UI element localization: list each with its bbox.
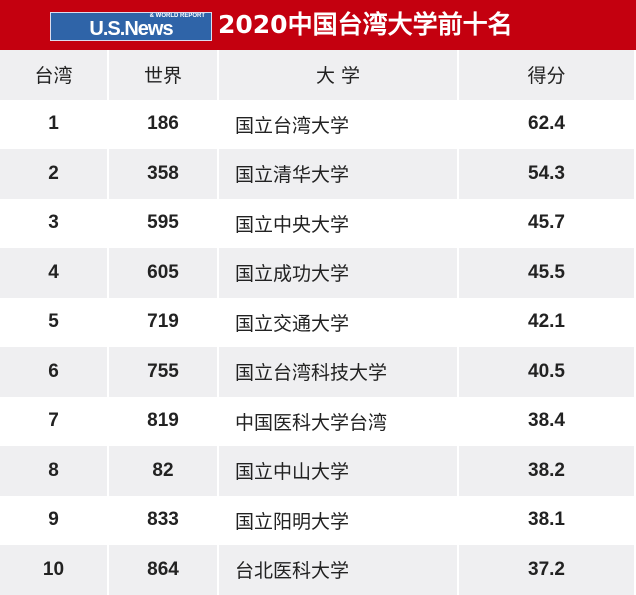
taiwan-rank: 7 <box>0 396 109 446</box>
world-rank: 605 <box>108 248 219 298</box>
university-name: 中国医科大学台湾 <box>218 396 459 446</box>
taiwan-rank: 10 <box>0 545 109 595</box>
logo-text: U.S.News <box>89 18 173 40</box>
university-name: 国立台湾科技大学 <box>218 347 459 397</box>
taiwan-rank: 3 <box>0 198 109 248</box>
taiwan-rank: 1 <box>0 99 109 149</box>
score: 38.1 <box>458 495 636 545</box>
score: 42.1 <box>458 297 636 347</box>
world-rank: 755 <box>108 347 219 397</box>
table-row: 7 819 中国医科大学台湾 38.4 <box>0 396 636 446</box>
table-header: 台湾 世界 大 学 得分 <box>0 50 636 100</box>
table-row: 3 595 国立中央大学 45.7 <box>0 198 636 248</box>
table-row: 10 864 台北医科大学 37.2 <box>0 545 636 595</box>
university-name: 国立清华大学 <box>218 149 459 199</box>
university-name: 国立中山大学 <box>218 446 459 496</box>
taiwan-rank: 9 <box>0 495 109 545</box>
score: 45.7 <box>458 198 636 248</box>
university-name: 国立成功大学 <box>218 248 459 298</box>
score: 38.4 <box>458 396 636 446</box>
world-rank: 819 <box>108 396 219 446</box>
university-name: 国立台湾大学 <box>218 99 459 149</box>
world-rank: 595 <box>108 198 219 248</box>
world-rank: 186 <box>108 99 219 149</box>
table-row: 2 358 国立清华大学 54.3 <box>0 149 636 199</box>
university-name: 国立中央大学 <box>218 198 459 248</box>
world-rank: 864 <box>108 545 219 595</box>
world-rank: 833 <box>108 495 219 545</box>
logo-subtext: & WORLD REPORT <box>149 13 205 19</box>
table-row: 1 186 国立台湾大学 62.4 <box>0 99 636 149</box>
score: 62.4 <box>458 99 636 149</box>
taiwan-rank: 6 <box>0 347 109 397</box>
page-title: 2020中国台湾大学前十名 <box>218 10 513 39</box>
col-header-taiwan: 台湾 <box>0 50 109 100</box>
university-name: 国立阳明大学 <box>218 495 459 545</box>
world-rank: 82 <box>108 446 219 496</box>
university-name: 台北医科大学 <box>218 545 459 595</box>
col-header-world: 世界 <box>108 50 219 100</box>
col-header-score: 得分 <box>458 50 636 100</box>
taiwan-rank: 8 <box>0 446 109 496</box>
table-row: 8 82 国立中山大学 38.2 <box>0 446 636 496</box>
ranking-table: 台湾 世界 大 学 得分 1 186 国立台湾大学 62.4 2 358 国立清华大学 54.… <box>0 50 636 595</box>
table-row: 6 755 国立台湾科技大学 40.5 <box>0 347 636 397</box>
taiwan-rank: 5 <box>0 297 109 347</box>
col-header-university: 大 学 <box>218 50 459 100</box>
table-row: 4 605 国立成功大学 45.5 <box>0 248 636 298</box>
table-row: 9 833 国立阳明大学 38.1 <box>0 495 636 545</box>
score: 54.3 <box>458 149 636 199</box>
table-row: 5 719 国立交通大学 42.1 <box>0 297 636 347</box>
score: 40.5 <box>458 347 636 397</box>
university-name: 国立交通大学 <box>218 297 459 347</box>
score: 38.2 <box>458 446 636 496</box>
score: 37.2 <box>458 545 636 595</box>
title-banner: & WORLD REPORT U.S.News 2020中国台湾大学前十名 <box>0 0 636 50</box>
world-rank: 719 <box>108 297 219 347</box>
usnews-logo: & WORLD REPORT U.S.News <box>50 12 212 41</box>
taiwan-rank: 2 <box>0 149 109 199</box>
score: 45.5 <box>458 248 636 298</box>
world-rank: 358 <box>108 149 219 199</box>
taiwan-rank: 4 <box>0 248 109 298</box>
